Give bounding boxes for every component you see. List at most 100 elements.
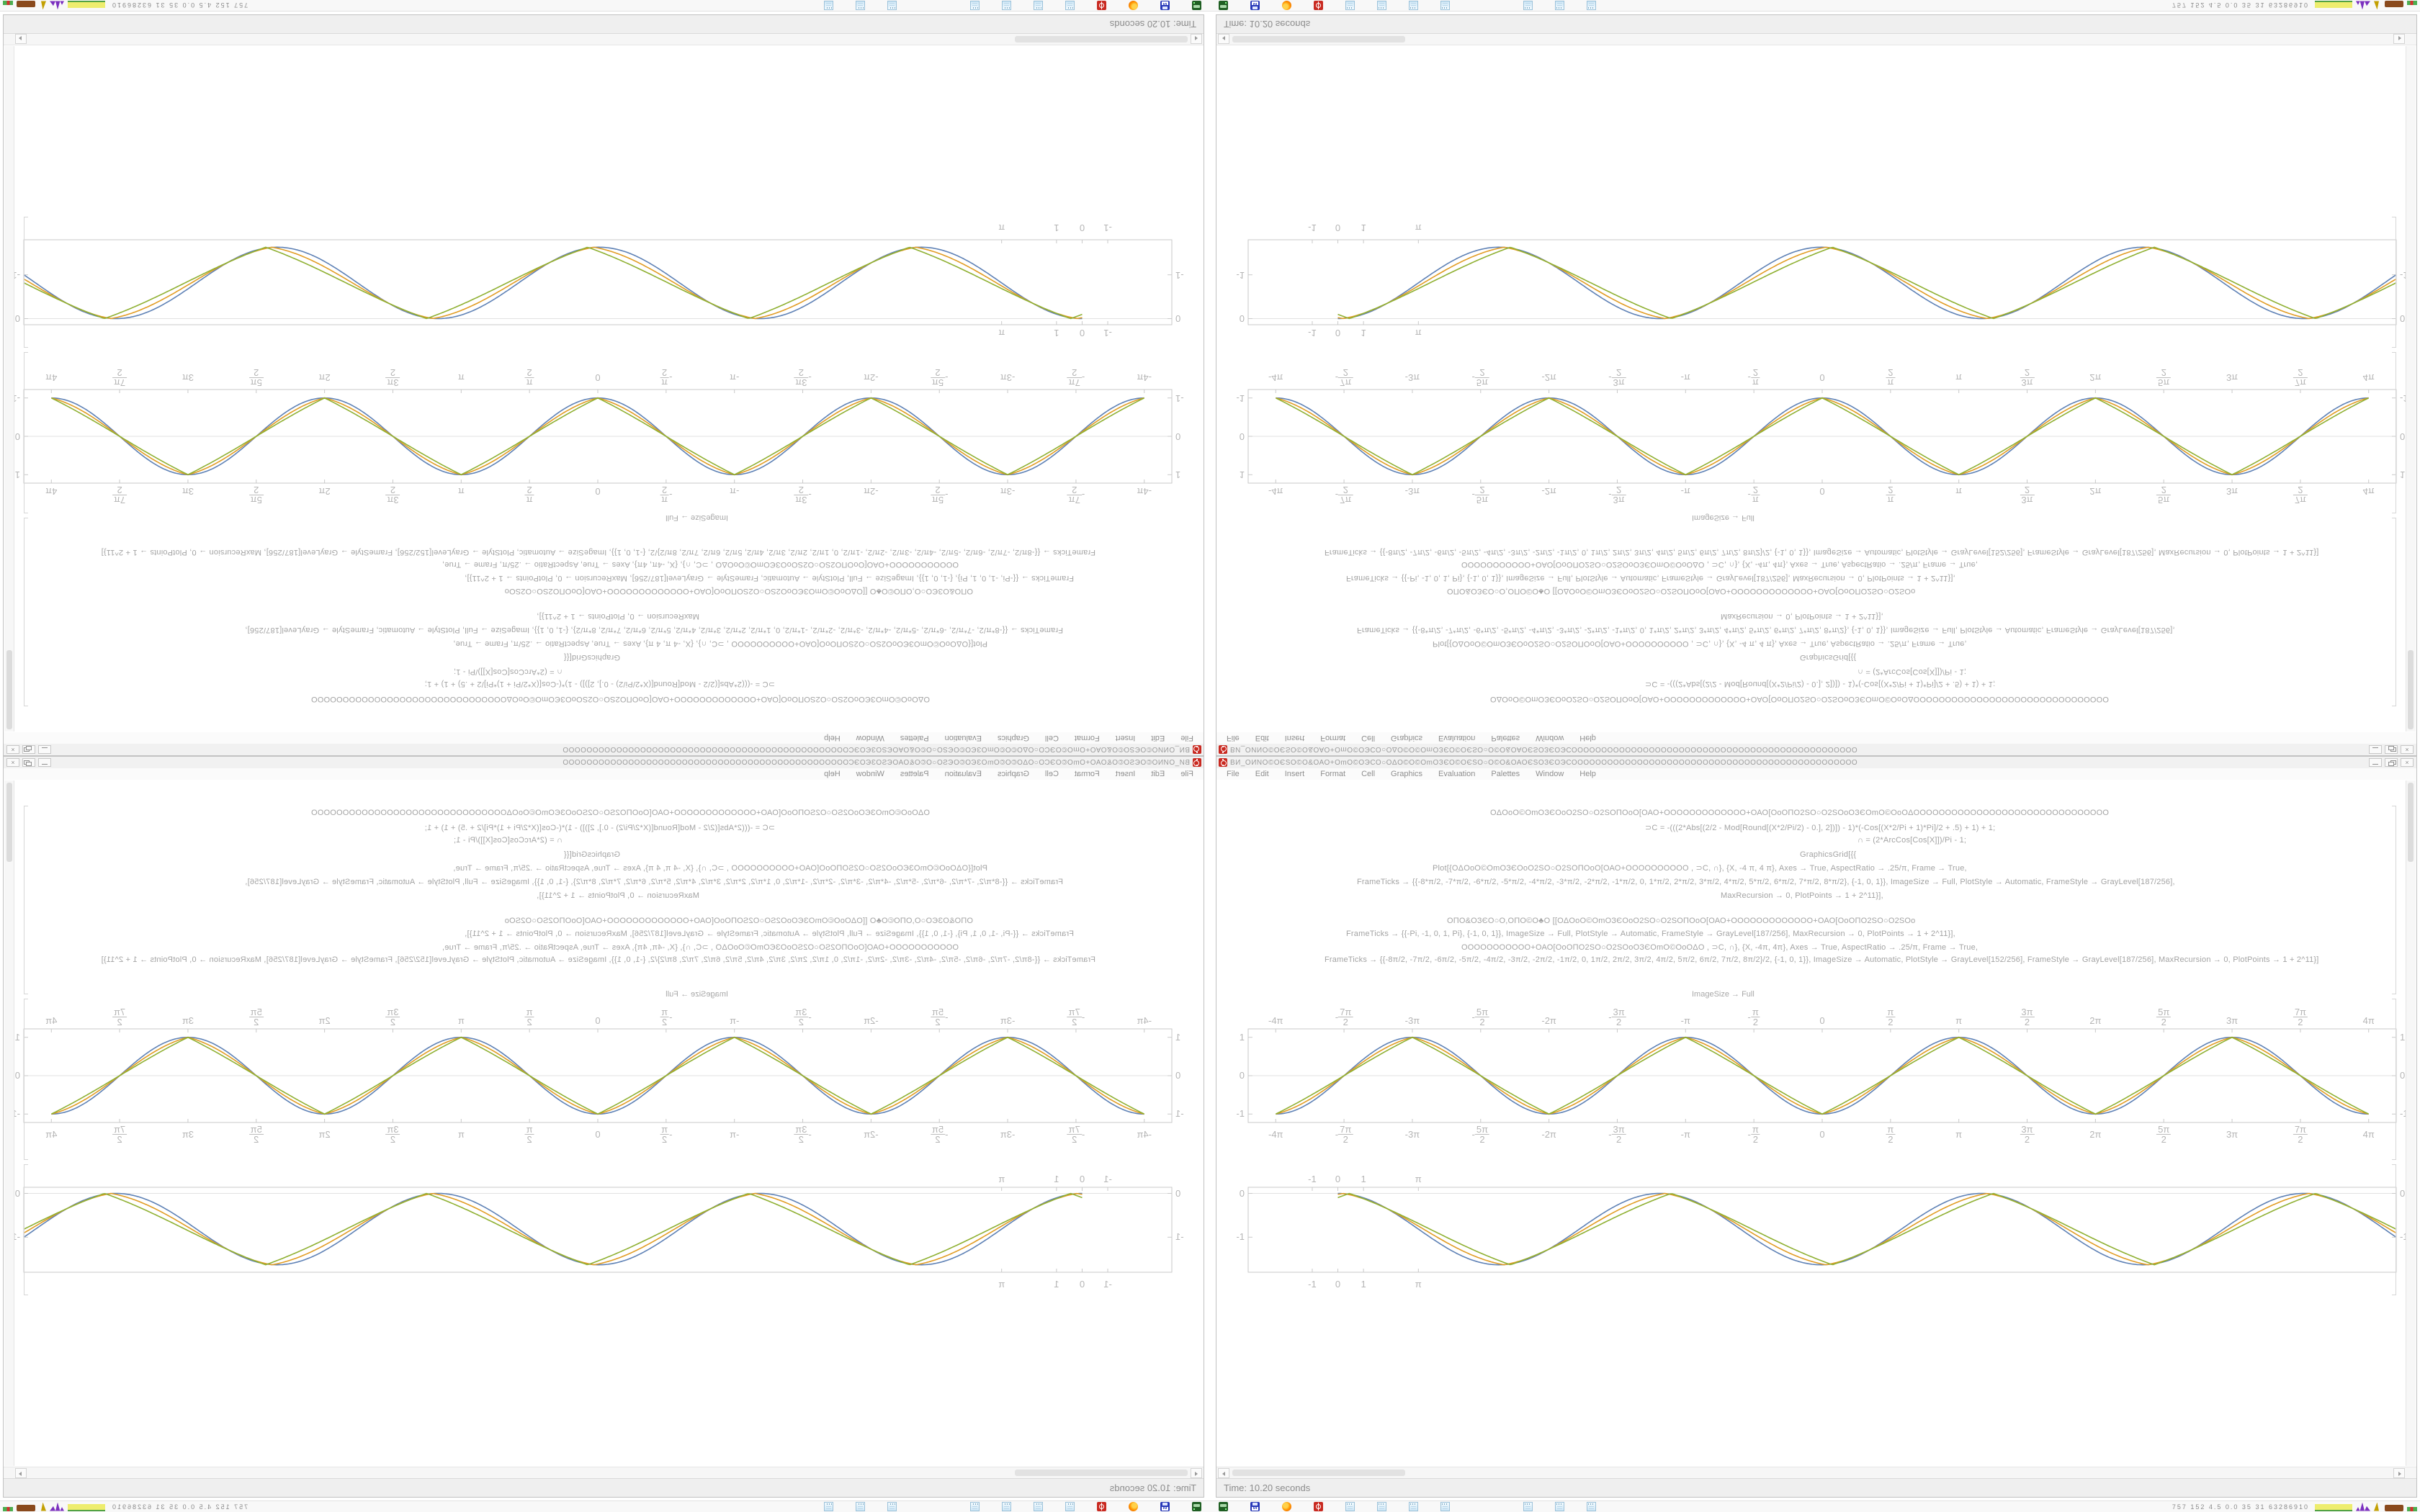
cell-bracket[interactable] bbox=[2392, 806, 2396, 994]
menu-cell[interactable]: Cell bbox=[1361, 734, 1376, 742]
restore-button[interactable] bbox=[22, 758, 35, 767]
code-line[interactable]: FrameTicks → {{-Pi, -1, 0, 1, Pi}, {-1, … bbox=[465, 574, 1074, 582]
code-line[interactable]: GraphicsGrid[{{ bbox=[1800, 850, 1857, 859]
restore-button[interactable] bbox=[2385, 745, 2398, 754]
taskbar[interactable]: 757 152 4.5 0.0 35 31 63286910 bbox=[0, 0, 1210, 12]
window-titlebar[interactable]: ВИ_ОИNО©ОЄSО©О&ОАО+ОmО©ОЭСО○ОΔО©О©ОmОЗЄО… bbox=[4, 743, 1204, 755]
taskbar[interactable]: 757 152 4.5 0.0 35 31 63286910 bbox=[1210, 1500, 2420, 1512]
scroll-right-arrow[interactable] bbox=[15, 34, 27, 44]
menu-evaluation[interactable]: Evaluation bbox=[944, 734, 982, 742]
note-icon[interactable] bbox=[1002, 1, 1011, 10]
note-icon[interactable] bbox=[1440, 1502, 1450, 1511]
menu-cell[interactable]: Cell bbox=[1044, 770, 1059, 778]
menu-help[interactable]: Help bbox=[1579, 770, 1596, 778]
restore-button[interactable] bbox=[2385, 758, 2398, 767]
code-line[interactable]: FrameTicks → {{-8*π/2, -7*π/2, -6*π/2, -… bbox=[1357, 878, 2175, 886]
note-icon[interactable] bbox=[1587, 1, 1596, 10]
menu-window[interactable]: Window bbox=[1536, 770, 1564, 778]
menu-evaluation[interactable]: Evaluation bbox=[1438, 770, 1476, 778]
note-icon[interactable] bbox=[970, 1502, 980, 1511]
note-icon[interactable] bbox=[1555, 1502, 1564, 1511]
code-line[interactable]: ∩ = (2*ArcCos[Cos[X]])/Pi - 1; bbox=[1857, 836, 1967, 845]
menu-evaluation[interactable]: Evaluation bbox=[944, 770, 982, 778]
code-line[interactable]: FrameTicks → {{-8π/2, -7π/2, -6π/2, -5π/… bbox=[1325, 955, 2319, 964]
note-icon[interactable] bbox=[824, 1502, 833, 1511]
note-icon[interactable] bbox=[970, 1, 980, 10]
horizontal-scrollbar-thumb[interactable] bbox=[1015, 36, 1188, 42]
menu-palettes[interactable]: Palettes bbox=[1491, 734, 1520, 742]
notebook-content[interactable]: ImageSize → Full -4π -4π -7π 2-7π 2 -3π -3π -5π… bbox=[1216, 780, 2416, 1467]
menu-edit[interactable]: Edit bbox=[1151, 734, 1165, 742]
gear-icon[interactable] bbox=[1097, 1, 1106, 10]
window-titlebar[interactable]: ВИ_ОИNО©ОЄSО©О&ОАО+ОmО©ОЭСО○ОΔО©О©ОmОЗЄО… bbox=[4, 757, 1204, 769]
menu-palettes[interactable]: Palettes bbox=[900, 770, 929, 778]
note-icon[interactable] bbox=[856, 1502, 865, 1511]
menu-format[interactable]: Format bbox=[1074, 734, 1100, 742]
floppy-icon[interactable] bbox=[1250, 1, 1260, 10]
close-button[interactable]: × bbox=[2401, 745, 2414, 754]
floppy-icon[interactable] bbox=[1160, 1, 1170, 10]
menu-palettes[interactable]: Palettes bbox=[900, 734, 929, 742]
minimize-button[interactable] bbox=[2369, 758, 2382, 767]
note-icon[interactable] bbox=[824, 1, 833, 10]
menu-graphics[interactable]: Graphics bbox=[1391, 734, 1423, 742]
note-icon[interactable] bbox=[1345, 1502, 1355, 1511]
horizontal-scrollbar-thumb[interactable] bbox=[1015, 1470, 1188, 1476]
horizontal-scrollbar-thumb[interactable] bbox=[1232, 1470, 1405, 1476]
code-line[interactable]: ООООООООООО+ОАО[ОоОПО2SО○О2SОоОЗЄОmО©ОоО… bbox=[1461, 560, 1978, 569]
horizontal-scrollbar[interactable] bbox=[1216, 34, 2416, 45]
vertical-scrollbar-thumb[interactable] bbox=[6, 783, 12, 862]
firefox-icon[interactable] bbox=[1129, 1, 1138, 10]
vertical-scrollbar-thumb[interactable] bbox=[6, 650, 12, 729]
code-line[interactable]: Plot[{ОΔОоО©ОmОЗЄОоО2SО○О2SОПОоО[ОАО+ООО… bbox=[1433, 864, 1967, 873]
code-line[interactable]: ООООООООООО+ОАО[ОоОПО2SО○О2SОоОЗЄОmО©ОоО… bbox=[442, 943, 959, 952]
taskbar[interactable]: 757 152 4.5 0.0 35 31 63286910 bbox=[1210, 0, 2420, 12]
menu-format[interactable]: Format bbox=[1320, 734, 1346, 742]
scroll-right-arrow[interactable] bbox=[15, 1468, 27, 1478]
code-line[interactable]: Plot[{ОΔОоО©ОmОЗЄОоО2SО○О2SОПОоО[ОАО+ООО… bbox=[453, 639, 987, 648]
note-icon[interactable] bbox=[1409, 1, 1418, 10]
code-line[interactable]: MaxRecursion → 0, PlotPoints → 1 + 2^11}… bbox=[1721, 891, 1883, 900]
note-icon[interactable] bbox=[1034, 1502, 1043, 1511]
code-line[interactable]: ∩ = (2*ArcCos[Cos[X]])/Pi - 1; bbox=[453, 836, 563, 845]
cell-bracket[interactable] bbox=[24, 352, 28, 513]
menu-graphics[interactable]: Graphics bbox=[997, 770, 1029, 778]
note-icon[interactable] bbox=[1345, 1, 1355, 10]
horizontal-scrollbar[interactable] bbox=[4, 1467, 1204, 1478]
cell-bracket[interactable] bbox=[2392, 518, 2396, 706]
code-line[interactable]: ∩ = (2*ArcCos[Cos[X]])/Pi - 1; bbox=[1857, 667, 1967, 676]
cell-bracket[interactable] bbox=[2392, 1164, 2396, 1295]
note-icon[interactable] bbox=[1523, 1, 1533, 10]
code-line[interactable]: ОПО&ОЗЄО○О,ОПО©О♣О [[ОΔОоО©ОmОЗЄОоО2SО○О… bbox=[1447, 917, 1916, 925]
menu-cell[interactable]: Cell bbox=[1044, 734, 1059, 742]
note-icon[interactable] bbox=[887, 1, 897, 10]
code-line[interactable]: ОПО&ОЗЄО○О,ОПО©О♣О [[ОΔОоО©ОmОЗЄОоО2SО○О… bbox=[504, 917, 973, 925]
minimize-button[interactable] bbox=[38, 758, 51, 767]
drive-icon[interactable] bbox=[1219, 1, 1228, 10]
code-line[interactable]: Plot[{ОΔОоО©ОmОЗЄОоО2SО○О2SОПОоО[ОАО+ООО… bbox=[453, 864, 987, 873]
note-icon[interactable] bbox=[887, 1502, 897, 1511]
scroll-right-arrow[interactable] bbox=[2393, 34, 2405, 44]
note-icon[interactable] bbox=[1002, 1502, 1011, 1511]
window-titlebar[interactable]: ВИ_ОИNО©ОЄSО©О&ОАО+ОmО©ОЭСО○ОΔО©О©ОmОЗЄО… bbox=[1216, 743, 2416, 755]
menu-evaluation[interactable]: Evaluation bbox=[1438, 734, 1476, 742]
cell-bracket[interactable] bbox=[24, 806, 28, 994]
note-icon[interactable] bbox=[1587, 1502, 1596, 1511]
code-line[interactable]: ⊃C = -(((2*Abs[(2/2 - Mod[Round[(X*2/Pi/… bbox=[1645, 824, 1996, 832]
code-line[interactable]: ОΔОоО©ОmОЗЄОоО2SО○О2SОПОоО[ОАО+ООООООООО… bbox=[310, 695, 930, 703]
cell-bracket[interactable] bbox=[2392, 999, 2396, 1160]
cell-bracket[interactable] bbox=[24, 1164, 28, 1295]
vertical-scrollbar[interactable] bbox=[4, 780, 14, 1466]
vertical-scrollbar-thumb[interactable] bbox=[2408, 650, 2414, 729]
drive-icon[interactable] bbox=[1192, 1, 1201, 10]
close-button[interactable]: × bbox=[6, 745, 19, 754]
code-line[interactable]: ⊃C = -(((2*Abs[(2/2 - Mod[Round[(X*2/Pi/… bbox=[424, 680, 775, 688]
cell-bracket[interactable] bbox=[24, 999, 28, 1160]
horizontal-scrollbar[interactable] bbox=[1216, 1467, 2416, 1478]
cell-bracket[interactable] bbox=[24, 518, 28, 706]
menu-edit[interactable]: Edit bbox=[1255, 770, 1269, 778]
code-line[interactable]: MaxRecursion → 0, PlotPoints → 1 + 2^11}… bbox=[1721, 612, 1883, 621]
code-line[interactable]: ⊃C = -(((2*Abs[(2/2 - Mod[Round[(X*2/Pi/… bbox=[424, 824, 775, 832]
menu-graphics[interactable]: Graphics bbox=[1391, 770, 1423, 778]
close-button[interactable]: × bbox=[6, 758, 19, 767]
